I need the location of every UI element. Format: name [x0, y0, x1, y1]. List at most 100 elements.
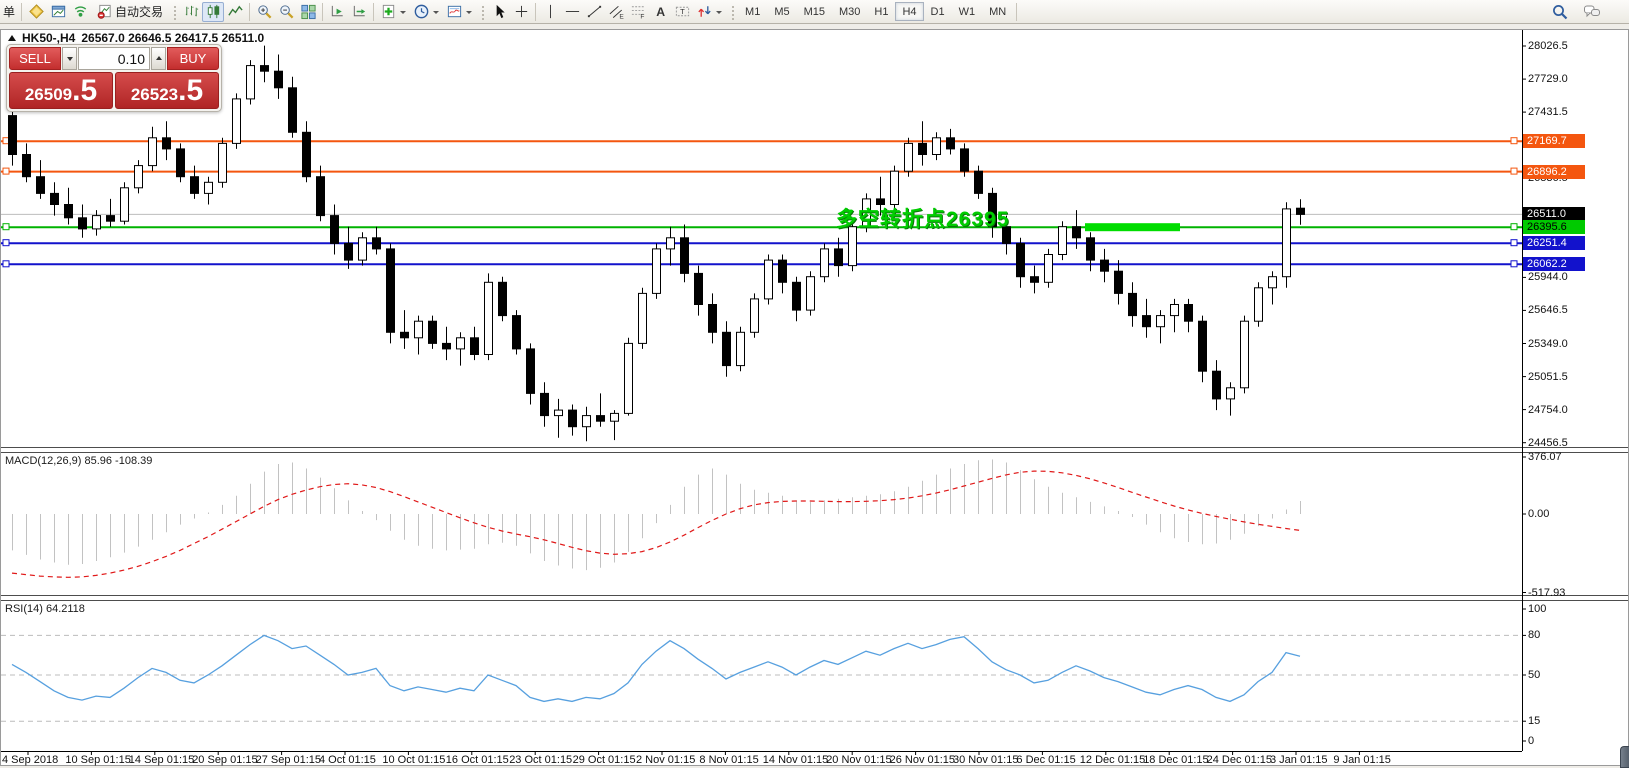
volume-decrease-button[interactable] [62, 47, 77, 70]
timeframe-h1[interactable]: H1 [874, 5, 889, 18]
indicators-list-button[interactable] [377, 2, 410, 22]
line-handle[interactable] [2, 239, 10, 247]
toolbar-separator [249, 2, 251, 21]
price-axis-label: 27431.5 [1528, 106, 1568, 119]
main-toolbar: 单 自动交易 E F A T M1 M5 M15 M30 H1 H4 D1 W1 MN [0, 0, 1629, 24]
signals-button[interactable] [69, 2, 91, 22]
timeframe-m5[interactable]: M5 [774, 5, 790, 18]
chart-windows-button[interactable] [47, 2, 69, 22]
zoom-in-button[interactable] [253, 2, 275, 22]
rsi-indicator-label: RSI(14) 64.2118 [5, 603, 85, 615]
timeframe-h4[interactable]: H4 [895, 2, 924, 21]
buy-price-display[interactable]: 26523.5 [115, 72, 219, 109]
equidistant-channel-tool-button[interactable]: E [605, 2, 627, 22]
sell-price-frac: .5 [72, 74, 98, 107]
line-chart-mode-button[interactable] [224, 2, 246, 22]
line-handle[interactable] [1510, 223, 1518, 231]
price-axis-label: 25944.0 [1528, 271, 1568, 284]
price-axis-label: 25051.5 [1528, 370, 1568, 383]
line-handle[interactable] [2, 223, 10, 231]
svg-text:E: E [619, 14, 624, 20]
sell-button[interactable]: SELL [9, 47, 61, 70]
fibonacci-tool-button[interactable]: F [627, 2, 649, 22]
vline-icon [549, 4, 551, 19]
chevron-down-icon[interactable] [400, 10, 407, 17]
zoom-out-button[interactable] [275, 2, 297, 22]
line-handle[interactable] [1510, 137, 1518, 145]
macd-scale-label: 376.07 [1528, 451, 1562, 463]
chat-icon [1584, 5, 1600, 17]
chart-annotation-text[interactable]: 多空转折点26395 [836, 208, 1010, 231]
search-button[interactable] [1549, 2, 1571, 22]
timeframe-w1[interactable]: W1 [958, 5, 976, 18]
sell-price-int: 26509 [24, 85, 73, 104]
bar-chart-icon [185, 5, 198, 17]
chevron-down-icon[interactable] [433, 10, 440, 17]
svg-text:A: A [656, 5, 665, 19]
auto-scroll-icon [353, 5, 365, 17]
buy-price-int: 26523 [130, 85, 179, 104]
time-axis-label: 27 Sep 01:15 [255, 754, 322, 766]
buy-button[interactable]: BUY [167, 47, 219, 70]
toolbar-separator [21, 2, 23, 21]
vertical-line-tool-button[interactable] [539, 2, 561, 22]
chart-title: HK50-,H4 [22, 31, 76, 45]
autotrading-icon [97, 4, 111, 19]
line-handle[interactable] [2, 260, 10, 268]
toolbar-right-icons [1549, 2, 1629, 22]
volume-increase-button[interactable] [151, 47, 166, 70]
new-order-button[interactable] [25, 2, 47, 22]
line-handle[interactable] [1510, 167, 1518, 175]
toolbar-separator [322, 2, 324, 21]
templates-button[interactable] [443, 2, 476, 22]
line-handle[interactable] [1510, 260, 1518, 268]
chevron-down-icon[interactable] [716, 10, 723, 17]
textlabel-icon: T [675, 6, 689, 17]
timeframe-m30[interactable]: M30 [839, 5, 861, 18]
one-click-trading-panel: SELL BUY 26509.5 26523.5 [6, 44, 222, 112]
periods-button[interactable] [410, 2, 443, 22]
corner-tab[interactable] [1620, 746, 1629, 768]
gold-diamond-icon [28, 4, 44, 19]
text-tool-button[interactable]: A [649, 2, 671, 22]
volume-input[interactable] [78, 47, 150, 70]
chevron-down-icon[interactable] [466, 10, 473, 17]
sell-price-display[interactable]: 26509.5 [9, 72, 113, 109]
text-label-tool-button[interactable]: T [671, 2, 693, 22]
crosshair-icon [515, 5, 527, 18]
rsi-line [11, 634, 1301, 703]
crosshair-tool-button[interactable] [510, 2, 532, 22]
indicators-icon [382, 4, 395, 19]
channel-icon: E [609, 5, 624, 20]
trendline-tool-button[interactable] [583, 2, 605, 22]
line-handle[interactable] [1510, 239, 1518, 247]
arrows-tool-button[interactable] [693, 2, 726, 22]
toolbar-grip [730, 3, 735, 20]
collapse-panel-icon[interactable] [8, 31, 16, 41]
timeframe-mn[interactable]: MN [989, 5, 1007, 18]
rsi-scale-label: 0 [1528, 735, 1535, 747]
auto-scroll-button[interactable] [348, 2, 370, 22]
buy-price-frac: .5 [178, 74, 204, 107]
tile-windows-button[interactable] [297, 2, 319, 22]
time-axis-label: 18 Dec 01:15 [1143, 754, 1209, 766]
cursor-tool-button[interactable] [488, 2, 510, 22]
shift-chart-end-button[interactable] [326, 2, 348, 22]
time-axis-label: 16 Oct 01:15 [445, 754, 509, 766]
bar-chart-mode-button[interactable] [180, 2, 202, 22]
candlestick-mode-button[interactable] [202, 1, 225, 22]
line-handle[interactable] [2, 167, 10, 175]
toolbar-grip [172, 3, 177, 20]
timeframe-m15[interactable]: M15 [803, 5, 825, 18]
community-chat-button[interactable] [1581, 2, 1603, 22]
horizontal-line-tool-button[interactable] [561, 2, 583, 22]
zoom-in-icon [257, 5, 271, 19]
chart-ohlc-values: 26567.0 26646.5 26417.5 26511.0 [81, 31, 265, 45]
autotrading-button[interactable]: 自动交易 [91, 2, 168, 22]
green-trend-segment[interactable] [1085, 223, 1180, 232]
macd-histogram [12, 459, 1301, 571]
price-line-badge: 26251.4 [1523, 236, 1585, 251]
timeframe-m1[interactable]: M1 [745, 5, 761, 18]
timeframe-d1[interactable]: D1 [930, 5, 945, 18]
